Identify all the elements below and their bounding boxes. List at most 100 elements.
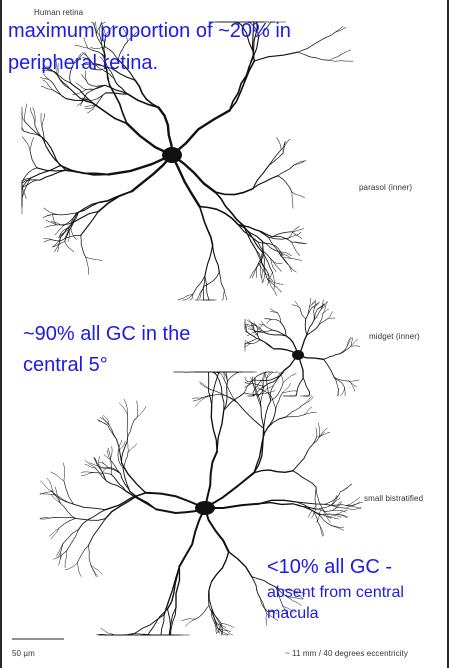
parasol-annotation-line-1: maximum proportion of ~20% in [8,20,291,42]
dendrite-branch [100,22,106,36]
midget-cell-drawing [244,297,361,397]
dendrite-branch [249,263,261,279]
dendrite-branch [339,345,352,355]
dendrite-branch [248,35,260,67]
dendrite-branch [350,338,358,347]
dendrite-branch [288,231,302,239]
dendrite-branch [32,107,36,126]
dendrite-branch [244,342,251,345]
dendrite-branch [237,223,259,243]
dendrite-branch [50,493,61,504]
dendrite-branch [306,391,310,397]
dendrite-branch [81,472,95,477]
dendrite-branch [90,564,97,578]
dendrite-branch [41,67,55,72]
dendrite-branch [95,92,106,106]
dendrite-branch [227,371,243,382]
dendrite-branch [322,309,329,314]
dendrite-branch [113,77,129,95]
dendrite-branch [91,21,97,35]
dendrite-branch [73,503,106,511]
dendrite-branch [260,598,268,615]
dendrite-branch [251,263,259,279]
dendrite-branch [262,385,274,394]
dendrite-branch [308,504,317,518]
dendrite-branch [237,223,269,238]
dendrite-branch [29,149,38,169]
dendrite-branch [127,32,137,43]
dendrite-branch [311,302,319,308]
dendrite-branch [244,339,251,344]
dendrite-branch [350,345,361,347]
dendrite-branch [347,337,351,346]
dendrite-branch [87,47,105,57]
dendrite-branch [211,372,220,407]
dendrite-branch [58,227,69,238]
dendrite-branch [323,353,341,360]
dendrite-branch [268,152,284,166]
dendrite-branch [117,450,124,469]
dendrite-branch [289,597,302,606]
dendrite-branch [292,160,306,166]
dendrite-branch [29,107,36,126]
dendrite-branch [244,382,252,385]
dendrite-branch [214,390,238,404]
dendrite-branch [21,106,26,123]
parasol-cell-drawing [21,21,354,301]
dendrite-branch [95,21,106,35]
dendrite-branch [266,319,273,324]
dendrite-branch [272,329,287,337]
dendrite-branch [251,383,265,387]
dendrite-branch [204,275,210,301]
dendrite-branch [295,501,320,516]
dendrite-branch [166,565,181,610]
dendrite-branch [297,37,326,53]
dendrite-branch [331,495,339,506]
dendrite-branch [105,92,129,95]
figure-title: Human retina [34,8,84,17]
dendrite-branch [102,55,108,66]
dendrite-branch [104,35,107,48]
dendrite-branch [313,299,316,309]
dendrite-branch [252,380,262,393]
dendrite-branch [74,517,106,521]
dendrite-branch [69,63,74,84]
dendrite-branch [254,390,262,408]
dendrite-branch [248,319,257,326]
dendrite-branch [319,317,329,325]
dendrite-branch [77,562,82,577]
dendrite-branch [195,605,210,620]
dendrite-branch [331,495,337,506]
dendrite-branch [282,383,291,393]
dendrite-branch [99,467,109,469]
dendrite-branch [189,293,194,301]
dendrite-branch [41,125,47,147]
dendrite-branch [60,543,64,560]
dendrite-branch [261,329,274,332]
dendrite-branch [260,375,281,382]
dendrite-branch [271,231,292,238]
dendrite-branch [84,104,97,108]
dendrite-branch [265,371,268,380]
dendrite-branch [325,27,347,38]
dendrite-branch [264,267,273,282]
dendrite-branch [256,371,273,377]
dendrite-branch [68,212,79,229]
dendrite-branch [255,249,265,269]
dendrite-branch [107,449,112,462]
dendrite-branch [275,245,284,257]
dendrite-branch [259,339,275,350]
dendrite-branch [318,513,337,515]
dendrite-branch [307,436,320,452]
dendrite-branch [267,610,277,612]
dendrite-branch [220,622,235,628]
dendrite-branch [244,343,251,348]
dendrite-branch [108,83,128,125]
dendrite-branch [210,405,218,453]
dendrite-branch [303,406,313,416]
dendrite-branch [218,271,225,290]
dendrite-branch [84,460,96,469]
dendrite-branch [101,466,109,475]
dendrite-branch [117,59,136,81]
